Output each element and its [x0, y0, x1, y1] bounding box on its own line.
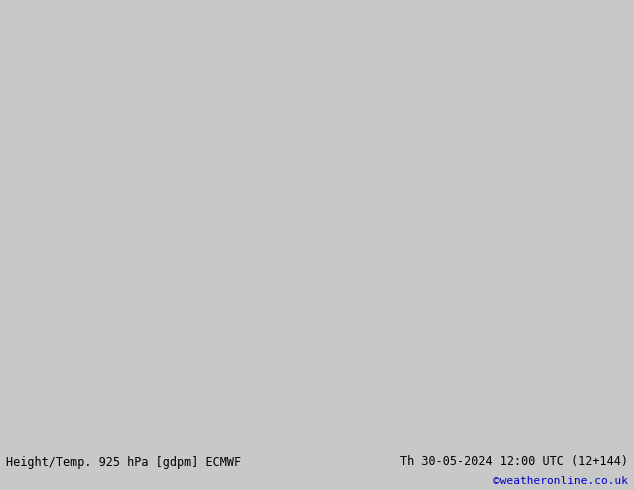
Text: Th 30-05-2024 12:00 UTC (12+144): Th 30-05-2024 12:00 UTC (12+144) [399, 455, 628, 467]
Text: Height/Temp. 925 hPa [gdpm] ECMWF: Height/Temp. 925 hPa [gdpm] ECMWF [6, 456, 242, 469]
Text: ©weatheronline.co.uk: ©weatheronline.co.uk [493, 476, 628, 486]
